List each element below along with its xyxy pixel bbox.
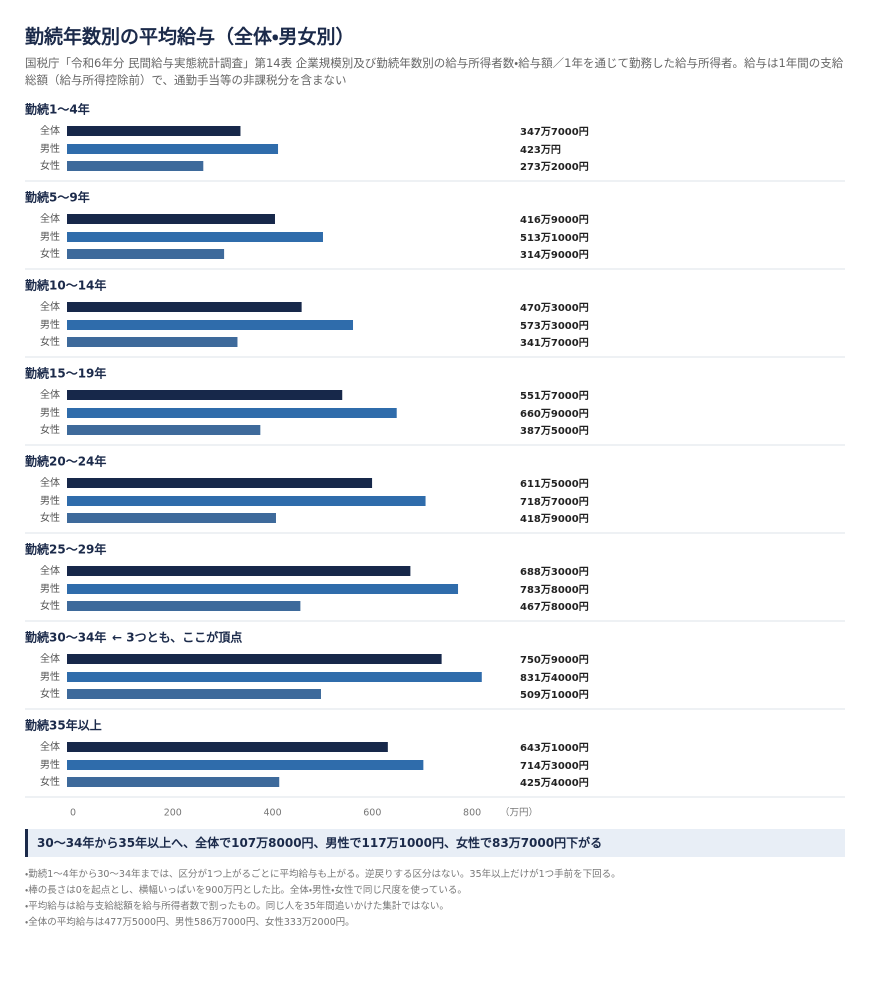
value-label: 423万円 <box>520 144 561 156</box>
row-label: 全体 <box>40 212 60 225</box>
row-label: 男性 <box>40 582 60 595</box>
group-label: 勤続15〜19年 <box>25 366 106 381</box>
row-label: 男性 <box>40 406 60 419</box>
row-label: 男性 <box>40 494 60 507</box>
row-label: 全体 <box>40 388 60 401</box>
value-label: 273万2000円 <box>520 161 589 173</box>
bar <box>67 337 238 347</box>
bar <box>67 496 426 506</box>
row-label: 全体 <box>40 564 60 577</box>
x-tick-label: 400 <box>263 808 281 819</box>
bar <box>67 232 323 242</box>
value-label: 783万8000円 <box>520 584 589 596</box>
bar <box>67 584 459 594</box>
value-label: 551万7000円 <box>520 390 589 402</box>
group-label: 勤続30〜34年 <box>25 630 106 645</box>
group-label: 勤続1〜4年 <box>25 102 90 117</box>
value-label: 513万1000円 <box>520 232 589 244</box>
value-label: 416万9000円 <box>520 214 589 226</box>
chart-subtitle: 国税庁「令和6年分 民間給与実態統計調査」第14表 企業規模別及び勤続年数別の給… <box>25 56 844 87</box>
notes: ・勤続1〜4年から30〜34年までは、区分が1つ上がるごとに平均給与も上がる。逆… <box>25 867 621 931</box>
bar <box>67 601 301 611</box>
row-label: 全体 <box>40 300 60 313</box>
row-label: 全体 <box>40 740 60 753</box>
bar <box>67 513 276 523</box>
note: ・平均給与は給与支給総額を給与所得者数で割ったもの。同じ人を35年間追いかけた集… <box>25 901 449 912</box>
value-label: 467万8000円 <box>520 601 589 613</box>
row-label: 女性 <box>40 423 60 436</box>
value-label: 418万9000円 <box>520 513 589 525</box>
bar <box>67 320 354 330</box>
row-label: 全体 <box>40 652 60 665</box>
row-label: 男性 <box>40 142 60 155</box>
row-label: 男性 <box>40 670 60 683</box>
group-label: 勤続25〜29年 <box>25 542 106 557</box>
row-label: 男性 <box>40 230 60 243</box>
x-tick-label: 800 <box>463 808 481 819</box>
row-label: 男性 <box>40 318 60 331</box>
value-label: 718万7000円 <box>520 496 589 508</box>
x-unit: （万円） <box>500 807 538 819</box>
bar <box>67 390 343 400</box>
row-label: 女性 <box>40 599 60 612</box>
bar <box>67 161 204 171</box>
row-label: 女性 <box>40 687 60 700</box>
chart-title: 勤続年数別の平均給与（全体・男女別） <box>25 26 355 48</box>
bar <box>67 689 321 699</box>
value-label: 470万3000円 <box>520 302 589 314</box>
row-label: 男性 <box>40 758 60 771</box>
note: ・全体の平均給与は477万5000円、男性586万7000円、女性333万200… <box>25 917 355 928</box>
value-label: 573万3000円 <box>520 320 589 332</box>
bar <box>67 425 261 435</box>
bar <box>67 126 241 136</box>
bar <box>67 760 424 770</box>
row-label: 女性 <box>40 775 60 788</box>
value-label: 347万7000円 <box>520 126 589 138</box>
note: ・棒の長さは0を起点とし、横幅いっぱいを900万円とした比。全体・男性・女性で同… <box>25 885 467 896</box>
value-label: 688万3000円 <box>520 566 589 578</box>
group-label: 勤続5〜9年 <box>25 190 90 205</box>
x-tick-label: 200 <box>164 808 182 819</box>
value-label: 831万4000円 <box>520 672 589 684</box>
bar <box>67 302 302 312</box>
x-tick-label: 0 <box>70 808 76 819</box>
annotation: ← 3つとも、ここが頂点 <box>112 630 242 645</box>
bar <box>67 742 388 752</box>
row-label: 全体 <box>40 124 60 137</box>
bar <box>67 672 482 682</box>
bar <box>67 144 279 154</box>
group-label: 勤続10〜14年 <box>25 278 106 293</box>
bar <box>67 777 280 787</box>
value-label: 314万9000円 <box>520 249 589 261</box>
bar <box>67 249 225 259</box>
value-label: 509万1000円 <box>520 689 589 701</box>
value-label: 660万9000円 <box>520 408 589 420</box>
bar <box>67 478 373 488</box>
bar <box>67 566 411 576</box>
summary: 30〜34年から35年以上へ、全体で107万8000円、男性で117万1000円… <box>25 829 845 857</box>
row-label: 女性 <box>40 159 60 172</box>
bar <box>67 654 442 664</box>
row-label: 全体 <box>40 476 60 489</box>
value-label: 750万9000円 <box>520 654 589 666</box>
x-tick-label: 600 <box>363 808 381 819</box>
row-label: 女性 <box>40 511 60 524</box>
value-label: 643万1000円 <box>520 742 589 754</box>
value-label: 341万7000円 <box>520 337 589 349</box>
value-label: 387万5000円 <box>520 425 589 437</box>
bar <box>67 214 275 224</box>
row-label: 女性 <box>40 335 60 348</box>
value-label: 611万5000円 <box>520 478 589 490</box>
value-label: 714万3000円 <box>520 760 589 772</box>
row-label: 女性 <box>40 247 60 260</box>
bar <box>67 408 397 418</box>
value-label: 425万4000円 <box>520 777 589 789</box>
group-label: 勤続20〜24年 <box>25 454 106 469</box>
group-label: 勤続35年以上 <box>25 718 102 733</box>
note: ・勤続1〜4年から30〜34年までは、区分が1つ上がるごとに平均給与も上がる。逆… <box>25 869 621 880</box>
